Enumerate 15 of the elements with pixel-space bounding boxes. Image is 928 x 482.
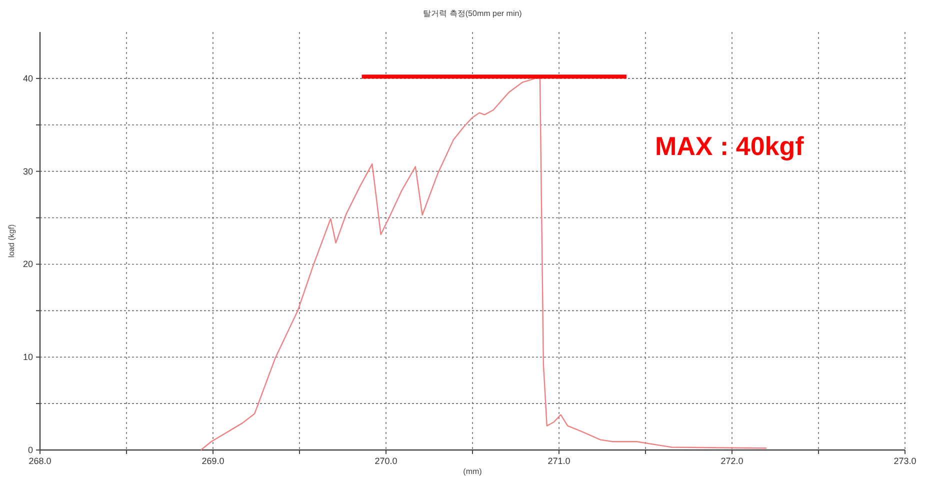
y-tick-label: 0	[28, 445, 33, 455]
y-tick-label: 20	[22, 259, 33, 270]
y-tick-label: 40	[22, 73, 33, 84]
x-tick-label: 272.0	[720, 456, 744, 466]
chart-title: 탈거력 측정(50mm per min)	[423, 9, 522, 18]
x-tick-label: 268.0	[28, 456, 52, 466]
y-tick-label: 10	[22, 352, 33, 362]
x-tick-label: 271.0	[548, 456, 570, 466]
annotation: MAX : 40kgf	[655, 131, 804, 161]
x-tick-label: 273.0	[894, 456, 916, 466]
y-axis-title: load (kgf)	[7, 224, 16, 258]
y-tick-label: 30	[22, 166, 33, 176]
x-tick-label: 270.0	[374, 456, 398, 466]
x-axis-title: (mm)	[463, 467, 482, 476]
x-tick-label: 269.0	[202, 456, 224, 466]
